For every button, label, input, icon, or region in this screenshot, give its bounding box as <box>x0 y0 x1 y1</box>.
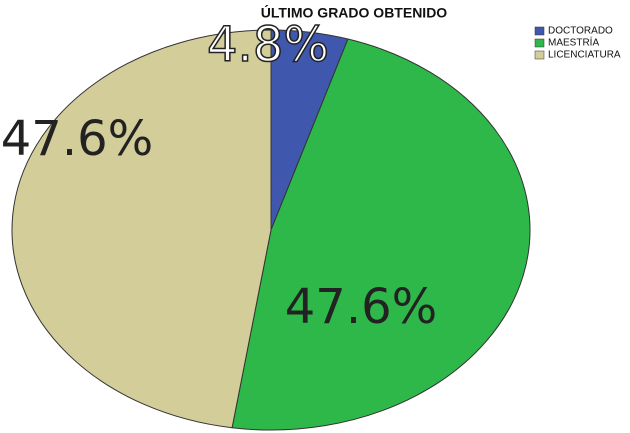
pie-slice <box>231 38 531 431</box>
legend-label: MAESTRÍA <box>548 36 599 49</box>
legend-label: LICENCIATURA <box>548 50 621 61</box>
legend-swatch <box>534 26 545 36</box>
data-label: 4.8% <box>207 17 329 73</box>
data-label: 47.6% <box>1 111 153 167</box>
pie-slice <box>11 29 272 429</box>
legend-label: DOCTORADO <box>548 26 613 37</box>
data-label: 47.6% <box>285 279 437 335</box>
legend-swatch <box>534 38 545 48</box>
chart-title: ÚLTIMO GRADO OBTENIDO <box>261 4 448 21</box>
legend-swatch <box>534 50 545 60</box>
